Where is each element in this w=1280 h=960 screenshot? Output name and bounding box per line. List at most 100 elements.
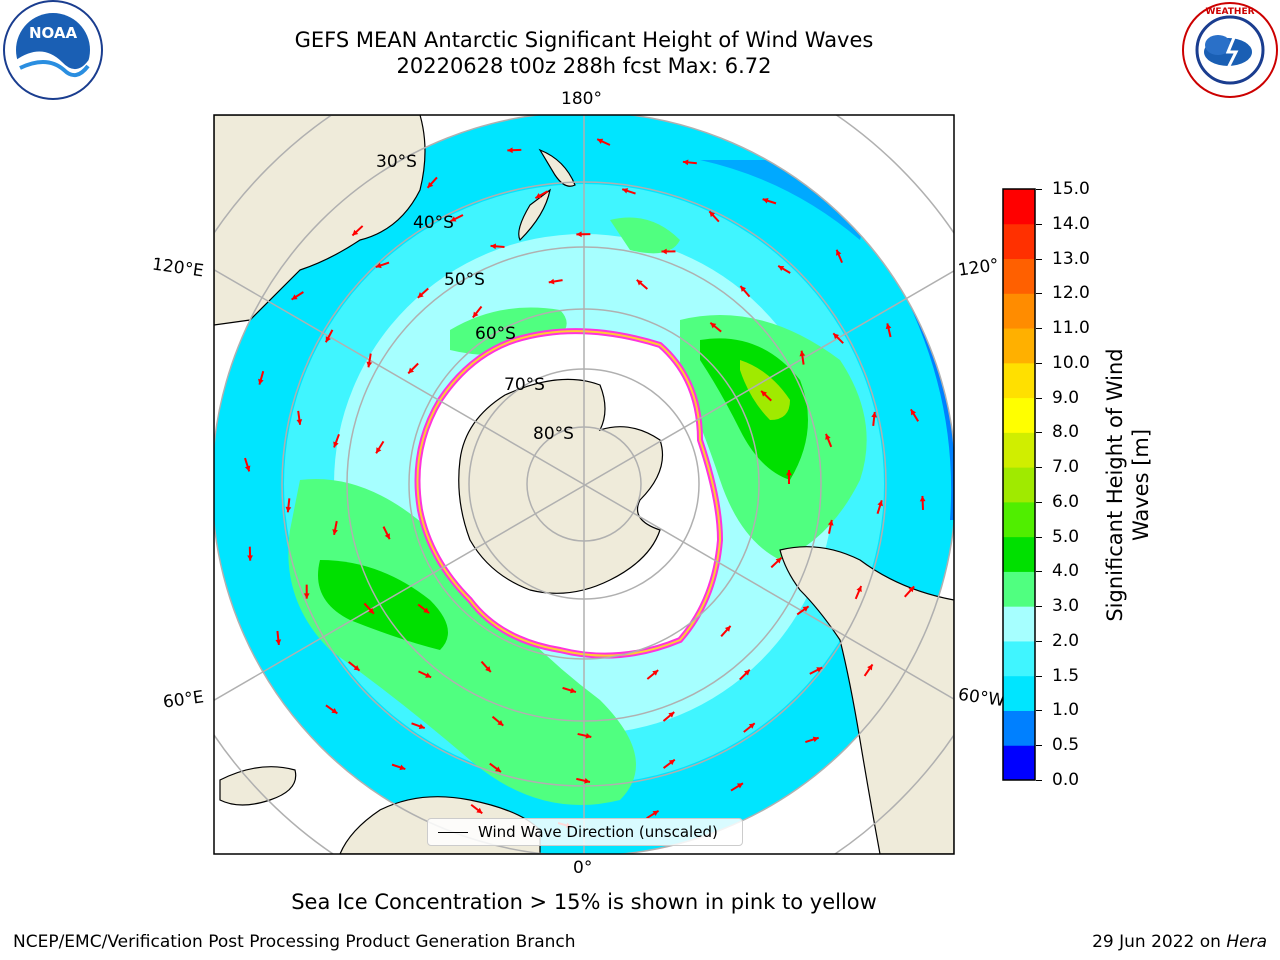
wave-direction-arrowhead: [333, 441, 339, 448]
colorbar-tick-mark: [1036, 223, 1042, 225]
wave-direction-arrowhead: [535, 193, 542, 199]
noaa-logo-text: NOAA: [29, 24, 78, 42]
wave-direction-arrowhead: [919, 495, 926, 502]
colorbar-segment: [1003, 189, 1035, 225]
wave-direction-arrowhead: [877, 500, 883, 507]
wave-direction-arrowhead: [275, 639, 282, 645]
wave-direction-arrowhead: [353, 665, 360, 671]
map-frame: [213, 114, 955, 855]
wave-direction-arrowhead: [375, 262, 382, 269]
wave-direction-arrowhead: [368, 607, 374, 614]
colorbar-tick-mark: [1036, 467, 1042, 469]
wave-direction-arrowhead: [724, 625, 731, 632]
colorbar-tick-label: 9.0: [1052, 387, 1080, 408]
colorbar-tick-label: 7.0: [1052, 457, 1080, 478]
footer-date: 29 Jun 2022 on Hera: [1092, 932, 1267, 952]
wave-direction-arrowhead: [871, 411, 878, 418]
colorbar-tick-mark: [1036, 258, 1042, 260]
wave-direction-arrowhead: [247, 555, 253, 561]
wave-direction-arrowhead: [652, 670, 659, 676]
lon-label-0: 0°: [573, 858, 593, 878]
wave-direction-arrowhead: [910, 409, 917, 416]
wave-direction-arrowhead: [418, 723, 425, 729]
colorbar-segment: [1003, 501, 1035, 538]
wave-direction-arrowhead: [376, 447, 382, 454]
wave-direction-arrowhead: [761, 390, 767, 397]
colorbar-tick-label: 10.0: [1052, 352, 1090, 373]
wave-direction-arrowhead: [497, 720, 504, 726]
colorbar-tick-label: 5.0: [1052, 526, 1080, 547]
colorbar-tick-label: 14.0: [1052, 213, 1090, 234]
noaa-logo: NOAA: [3, 0, 103, 100]
wave-direction-arrowhead: [332, 529, 338, 535]
colorbar-tick-mark: [1036, 571, 1042, 573]
colorbar-tick-label: 4.0: [1052, 561, 1080, 582]
colorbar-segment: [1003, 467, 1035, 503]
wave-direction-arrowhead: [258, 378, 264, 385]
wave-direction-arrowhead: [622, 188, 629, 194]
wave-direction-arrowhead: [709, 211, 716, 218]
wave-direction-arrowhead: [836, 249, 842, 256]
wave-direction-arrowhead: [425, 672, 432, 678]
colorbar-label-line1: Significant Height of Wind: [1103, 348, 1127, 622]
wave-direction-arrowhead: [885, 323, 892, 330]
colorbar-tick-mark: [1036, 432, 1042, 434]
wave-direction-arrowhead: [408, 367, 414, 374]
colorbar-tick-label: 3.0: [1052, 596, 1080, 617]
colorbar-tick-label: 0.5: [1052, 735, 1080, 756]
legend-line-symbol: [438, 832, 468, 833]
colorbar-tick-mark: [1036, 293, 1042, 295]
wave-direction-arrowhead: [423, 607, 430, 614]
wave-direction-arrowhead: [485, 666, 491, 672]
wave-direction-arrowhead: [597, 138, 604, 144]
colorbar-segment: [1003, 745, 1035, 781]
wave-direction-arrowhead: [802, 606, 809, 612]
wave-direction-arrowhead: [816, 667, 823, 673]
lon-label-180: 180°: [561, 89, 602, 109]
wave-direction-arrowhead: [352, 229, 359, 236]
colorbar-tick-label: 0.0: [1052, 770, 1080, 790]
wave-direction-arrowhead: [576, 231, 582, 238]
wave-direction-arrowhead: [507, 147, 513, 154]
wave-direction-arrowhead: [825, 433, 831, 440]
lat-label-50s: 50°S: [444, 270, 485, 290]
wave-direction-arrowhead: [244, 465, 251, 472]
wave-direction-arrowhead: [668, 759, 675, 766]
colorbar-tick-label: 13.0: [1052, 248, 1090, 269]
colorbar-tick-label: 1.5: [1052, 665, 1080, 686]
wave-direction-arrowhead: [285, 506, 292, 513]
wave-direction-arrowhead: [710, 322, 717, 329]
chart-title: GEFS MEAN Antarctic Significant Height o…: [294, 28, 874, 52]
colorbar-segment: [1003, 571, 1035, 607]
wave-direction-arrowhead: [399, 764, 406, 771]
colorbar-tick-mark: [1036, 397, 1042, 399]
colorbar-tick-label: 1.0: [1052, 700, 1080, 721]
colorbar-segment: [1003, 223, 1035, 260]
wave-direction-arrowhead: [786, 470, 792, 476]
wave-direction-arrowhead: [682, 159, 689, 166]
svg-text:WEATHER: WEATHER: [1205, 7, 1254, 17]
nws-logo: WEATHER: [1182, 2, 1278, 98]
colorbar-tick-mark: [1036, 675, 1042, 677]
legend-label: Wind Wave Direction (unscaled): [478, 823, 718, 841]
lat-label-60s: 60°S: [475, 324, 516, 344]
lat-label-80s: 80°S: [533, 424, 574, 444]
footer-date-text: 29 Jun 2022 on: [1092, 932, 1227, 952]
colorbar-label-line2: Waves [m]: [1129, 428, 1153, 542]
wave-direction-arrowhead: [833, 333, 840, 340]
lat-label-30s: 30°S: [376, 152, 417, 172]
footer-credit: NCEP/EMC/Verification Post Processing Pr…: [13, 932, 576, 952]
wave-direction-arrowhead: [812, 736, 819, 743]
wave-direction-arrowhead: [799, 350, 806, 357]
colorbar-tick-label: 8.0: [1052, 422, 1080, 443]
map-legend: Wind Wave Direction (unscaled): [427, 818, 743, 846]
colorbar-tick-mark: [1036, 606, 1042, 608]
colorbar-tick-mark: [1036, 640, 1042, 642]
wave-direction-arrowhead: [652, 810, 659, 817]
colorbar-segment: [1003, 675, 1035, 711]
wave-direction-arrowhead: [867, 664, 873, 671]
colorbar-segment: [1003, 362, 1035, 399]
colorbar-tick-mark: [1036, 710, 1042, 712]
wave-direction-arrowhead: [827, 519, 834, 526]
